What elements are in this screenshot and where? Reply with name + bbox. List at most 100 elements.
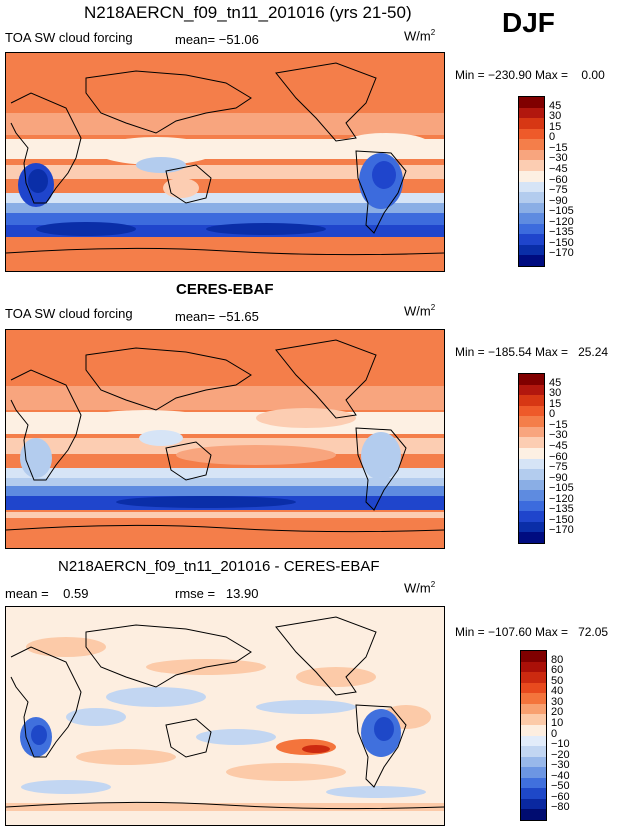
colorbar-segment xyxy=(519,384,544,396)
colorbar-tick-label: 15 xyxy=(549,397,562,410)
colorbar-tick-label: 0 xyxy=(549,408,556,421)
colorbar-segment xyxy=(519,181,544,193)
colorbar-segment xyxy=(519,405,544,417)
colorbar-tick-label: 30 xyxy=(549,110,562,123)
colorbar-tick-label: −60 xyxy=(549,173,568,186)
colorbar-segment xyxy=(519,107,544,119)
season-label: DJF xyxy=(502,7,555,38)
panel-model-minmax: Min = −230.90 Max = 0.00 xyxy=(455,68,605,82)
colorbar-tick-label: −170 xyxy=(549,524,574,537)
colorbar-segment xyxy=(519,192,544,203)
colorbar-segment xyxy=(519,213,544,224)
panel-obs-colorbar xyxy=(518,373,545,544)
colorbar-tick-label: 50 xyxy=(551,674,564,687)
colorbar-tick-label: −75 xyxy=(549,184,568,197)
colorbar-tick-label: −30 xyxy=(549,152,568,165)
colorbar-tick-label: 0 xyxy=(551,727,558,740)
colorbar-tick-label: 30 xyxy=(549,387,562,400)
colorbar-segment xyxy=(519,490,544,501)
colorbar-segment xyxy=(519,521,544,533)
colorbar-segment xyxy=(519,97,544,108)
panel-diff-title: N218AERCN_f09_tn11_201016 - CERES-EBAF xyxy=(58,558,380,575)
colorbar-segment xyxy=(521,703,546,715)
colorbar-tick-label: 40 xyxy=(551,685,564,698)
colorbar-segment xyxy=(519,118,544,129)
panel-diff-rmse: rmse = 13.90 xyxy=(175,586,259,601)
panel-diff-mean: mean = 0.59 xyxy=(5,586,89,601)
panel-diff-map xyxy=(5,606,445,826)
colorbar-segment xyxy=(521,714,546,725)
panel-diff-minmax: Min = −107.60 Max = 72.05 xyxy=(455,625,609,639)
colorbar-segment xyxy=(521,777,546,789)
colorbar-tick-label: −105 xyxy=(549,482,574,495)
colorbar-segment xyxy=(521,661,546,673)
colorbar-segment xyxy=(521,767,546,778)
colorbar-tick-label: −10 xyxy=(551,738,570,751)
colorbar-tick-label: 45 xyxy=(549,376,562,389)
colorbar-tick-label: 10 xyxy=(551,716,564,729)
colorbar-segment xyxy=(519,511,544,522)
colorbar-segment xyxy=(519,374,544,385)
panel-obs-units: W/m2 xyxy=(404,303,436,319)
colorbar-tick-label: −105 xyxy=(549,205,574,218)
colorbar-tick-label: −45 xyxy=(549,439,568,452)
colorbar-tick-label: −90 xyxy=(549,471,568,484)
colorbar-segment xyxy=(519,458,544,470)
colorbar-tick-label: 0 xyxy=(549,131,556,144)
colorbar-tick-label: −45 xyxy=(549,162,568,175)
colorbar-segment xyxy=(519,500,544,512)
panel-obs-title: CERES-EBAF xyxy=(176,281,274,298)
colorbar-segment xyxy=(519,395,544,406)
colorbar-tick-label: 20 xyxy=(551,706,564,719)
panel-diff-colorbar xyxy=(520,650,547,821)
colorbar-segment xyxy=(521,651,546,662)
colorbar-tick-label: −170 xyxy=(549,247,574,260)
panel-obs-map xyxy=(5,329,445,549)
colorbar-segment xyxy=(519,426,544,438)
panel-model-colorbar xyxy=(518,96,545,267)
colorbar-segment xyxy=(519,479,544,491)
colorbar-tick-label: −80 xyxy=(551,801,570,814)
panel-obs-mean: mean= −51.65 xyxy=(175,309,259,324)
colorbar-segment xyxy=(519,447,544,459)
colorbar-segment xyxy=(521,735,546,747)
colorbar-tick-label: −30 xyxy=(551,759,570,772)
colorbar-segment xyxy=(519,416,544,427)
colorbar-tick-label: −120 xyxy=(549,215,574,228)
colorbar-tick-label: −15 xyxy=(549,418,568,431)
panel-model-mean: mean= −51.06 xyxy=(175,32,259,47)
colorbar-segment xyxy=(519,223,544,235)
colorbar-segment xyxy=(519,170,544,182)
colorbar-segment xyxy=(521,682,546,694)
colorbar-tick-label: −75 xyxy=(549,461,568,474)
panel-obs-field-label: TOA SW cloud forcing xyxy=(5,306,133,321)
colorbar-segment xyxy=(521,724,546,736)
colorbar-segment xyxy=(519,149,544,161)
colorbar-segment xyxy=(519,128,544,140)
colorbar-segment xyxy=(519,469,544,480)
colorbar-tick-label: −15 xyxy=(549,141,568,154)
colorbar-tick-label: 30 xyxy=(551,695,564,708)
panel-diff-units: W/m2 xyxy=(404,580,436,596)
panel-model-field-label: TOA SW cloud forcing xyxy=(5,30,133,45)
panel-model-units: W/m2 xyxy=(404,28,436,44)
colorbar-tick-label: −30 xyxy=(549,429,568,442)
colorbar-tick-label: −60 xyxy=(551,790,570,803)
colorbar-segment xyxy=(519,437,544,448)
colorbar-tick-label: 80 xyxy=(551,653,564,666)
colorbar-segment xyxy=(521,756,546,768)
colorbar-segment xyxy=(519,532,544,543)
colorbar-tick-label: −90 xyxy=(549,194,568,207)
colorbar-tick-label: −40 xyxy=(551,769,570,782)
colorbar-tick-label: −150 xyxy=(549,236,574,249)
colorbar-tick-label: −60 xyxy=(549,450,568,463)
colorbar-tick-label: −135 xyxy=(549,503,574,516)
panel-obs-minmax: Min = −185.54 Max = 25.24 xyxy=(455,345,609,359)
colorbar-tick-label: −135 xyxy=(549,226,574,239)
colorbar-segment xyxy=(521,788,546,799)
colorbar-segment xyxy=(521,746,546,757)
panel-model-map xyxy=(5,52,445,272)
panel-model-title: N218AERCN_f09_tn11_201016 (yrs 21-50) xyxy=(84,3,412,22)
colorbar-segment xyxy=(521,809,546,820)
colorbar-segment xyxy=(519,244,544,256)
